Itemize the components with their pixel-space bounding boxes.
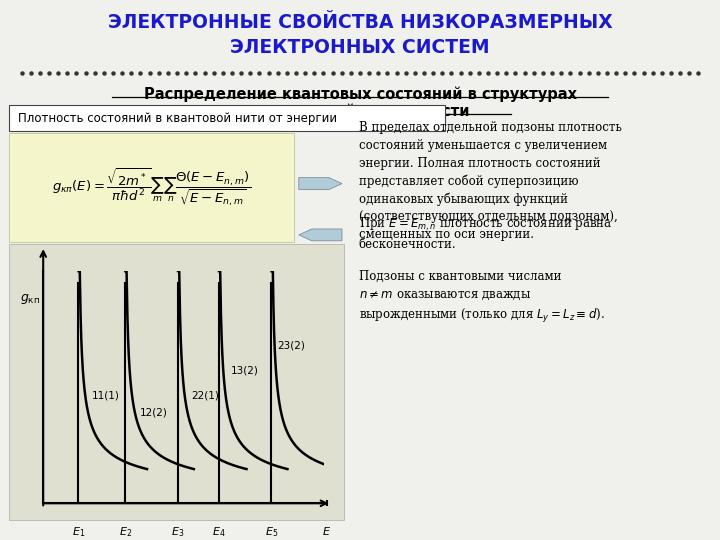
Text: $E_2$: $E_2$ <box>119 525 132 538</box>
Text: 12(2): 12(2) <box>140 407 168 417</box>
Text: В пределах отдельной подзоны плотность
состояний уменьшается с увеличением
энерг: В пределах отдельной подзоны плотность с… <box>359 122 621 241</box>
Text: $E_3$: $E_3$ <box>171 525 184 538</box>
Text: 13(2): 13(2) <box>230 366 258 376</box>
Text: ЭЛЕКТРОННЫХ СИСТЕМ: ЭЛЕКТРОННЫХ СИСТЕМ <box>230 38 490 57</box>
Text: Распределение квантовых состояний в структурах: Распределение квантовых состояний в стру… <box>143 86 577 102</box>
FancyArrow shape <box>299 178 342 190</box>
FancyBboxPatch shape <box>9 133 294 242</box>
Text: ЭЛЕКТРОННЫЕ СВОЙСТВА НИЗКОРАЗМЕРНЫХ: ЭЛЕКТРОННЫЕ СВОЙСТВА НИЗКОРАЗМЕРНЫХ <box>107 14 613 32</box>
FancyArrow shape <box>299 229 342 241</box>
FancyBboxPatch shape <box>9 105 445 131</box>
Text: $g_{\mathrm{кп}}$: $g_{\mathrm{кп}}$ <box>20 292 40 306</box>
Text: 11(1): 11(1) <box>91 390 120 401</box>
Text: Плотность состояний в квантовой нити от энергии: Плотность состояний в квантовой нити от … <box>18 112 337 125</box>
Text: $E_5$: $E_5$ <box>265 525 278 538</box>
Text: При $E = E_{m,n}$ плотность состояний равна
бесконечности.: При $E = E_{m,n}$ плотность состояний ра… <box>359 216 612 251</box>
FancyBboxPatch shape <box>9 244 344 520</box>
Text: 23(2): 23(2) <box>277 341 305 350</box>
Text: $E_1$: $E_1$ <box>72 525 85 538</box>
Text: $g_{\kappa\pi}(E) = \dfrac{\sqrt{2m^*}}{\pi\hbar d^2}\sum_m\sum_n\dfrac{\Theta(E: $g_{\kappa\pi}(E) = \dfrac{\sqrt{2m^*}}{… <box>52 166 251 208</box>
Text: пониженной размерности: пониженной размерности <box>251 104 469 119</box>
Text: 22(1): 22(1) <box>191 390 219 401</box>
Text: Подзоны с квантовыми числами
$n \neq m$ оказываются дважды
вырожденными (только : Подзоны с квантовыми числами $n \neq m$ … <box>359 270 604 325</box>
Text: $E$: $E$ <box>323 525 331 537</box>
Text: $E_4$: $E_4$ <box>212 525 225 538</box>
